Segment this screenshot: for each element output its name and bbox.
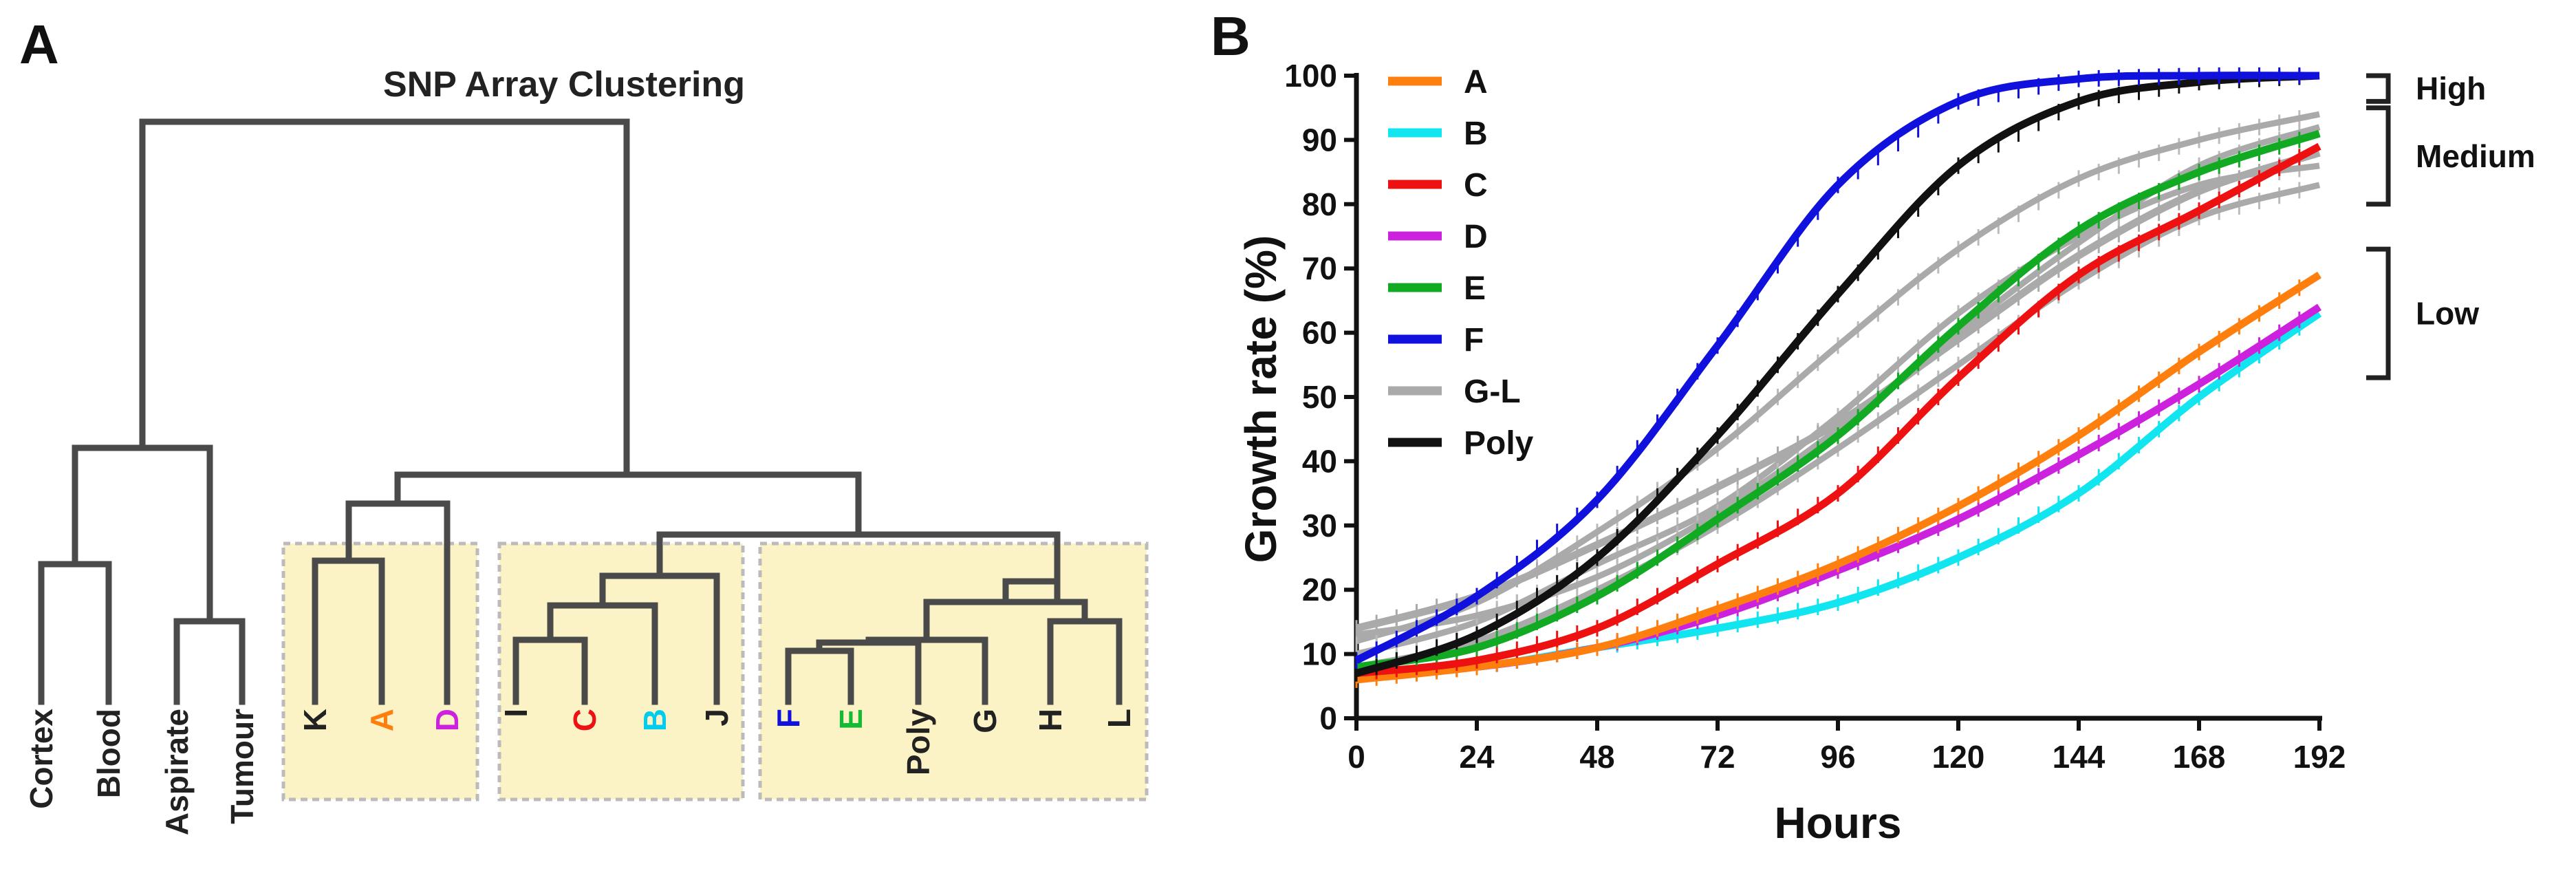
leaf-label-j: J	[699, 709, 735, 727]
dendrogram-leaf-labels: Cortex Blood Aspirate Tumour K A D I C B J F E Poly G H…	[23, 709, 1137, 835]
growth-chart: 0 10 20 30 40 50 60 70 80 90 100 0 24 48 72 96 120 144 168…	[1284, 58, 2535, 775]
leaf-label-i: I	[498, 709, 534, 718]
leaf-label-aspirate: Aspirate	[159, 709, 195, 835]
y-tick-label: 40	[1302, 443, 1337, 479]
y-axis-title: Growth rate (%)	[1236, 235, 1286, 563]
leaf-label-tumour: Tumour	[224, 709, 260, 824]
panel-b-letter: B	[1211, 6, 1251, 67]
y-tick-label: 90	[1302, 122, 1337, 158]
bracket-high	[2366, 73, 2391, 104]
dendrogram-tree	[38, 118, 1123, 705]
dendrogram-title: SNP Array Clustering	[383, 65, 745, 105]
legend-label-c: C	[1464, 167, 1488, 204]
y-tick-label: 10	[1302, 636, 1337, 672]
x-tick-label: 120	[1932, 739, 1985, 775]
leaf-label-k: K	[297, 709, 333, 731]
y-tick-label: 20	[1302, 572, 1337, 607]
series-line-a	[1356, 271, 2321, 684]
series-line-f	[1354, 72, 2320, 664]
legend-label-gl: G-L	[1464, 374, 1521, 410]
branch-cortex-blood	[38, 561, 112, 705]
panel-a-letter: A	[19, 14, 59, 75]
leaf-label-e: E	[833, 709, 869, 730]
y-tick-label: 60	[1302, 315, 1337, 351]
y-tick-label: 70	[1302, 250, 1337, 286]
y-tick-label: 50	[1302, 379, 1337, 415]
leaf-label-h: H	[1032, 709, 1068, 731]
legend-label-f: F	[1464, 322, 1484, 358]
leaf-label-f: F	[770, 709, 806, 728]
leaf-label-b: B	[637, 709, 673, 731]
x-tick-label: 144	[2053, 739, 2106, 775]
x-tick-label: 168	[2173, 739, 2226, 775]
y-tick-label: 30	[1302, 508, 1337, 544]
bracket-label-low: Low	[2416, 296, 2479, 332]
leaf-label-a: A	[364, 709, 400, 731]
x-axis-title: Hours	[1775, 798, 1902, 848]
y-tick-label: 80	[1302, 186, 1337, 222]
x-tick-label: 24	[1459, 739, 1495, 775]
branch-aspirate-tumour	[173, 618, 246, 705]
legend-label-d: D	[1464, 219, 1488, 255]
leaf-label-c: C	[567, 709, 603, 731]
chart-series-lines	[1354, 67, 2322, 688]
bracket-low	[2366, 246, 2391, 380]
leaf-label-g: G	[967, 709, 1003, 733]
x-tick-label: 192	[2293, 739, 2346, 775]
leaf-label-blood: Blood	[91, 709, 127, 798]
leaf-label-poly: Poly	[900, 709, 936, 776]
legend-label-poly: Poly	[1464, 425, 1534, 462]
gray-extra-line-2	[1356, 182, 2321, 670]
branch-kad-rest	[394, 471, 862, 538]
x-tick-label: 72	[1700, 739, 1735, 775]
legend-label-e: E	[1464, 270, 1486, 307]
series-line-c	[1356, 142, 2321, 678]
cluster-box-3	[758, 541, 1149, 802]
branch-root	[139, 118, 630, 478]
legend-label-b: B	[1464, 116, 1488, 152]
branch-left-group	[72, 444, 213, 625]
leaf-label-cortex: Cortex	[23, 709, 59, 809]
series-line-poly	[1355, 72, 2320, 677]
x-tick-label: 48	[1579, 739, 1614, 775]
y-tick-label: 0	[1319, 700, 1337, 736]
x-tick-label: 0	[1347, 739, 1365, 775]
bracket-label-high: High	[2416, 71, 2486, 107]
bracket-label-medium: Medium	[2416, 138, 2535, 174]
cluster-box-2	[497, 541, 745, 802]
branch-right-sub	[1002, 578, 1061, 605]
bracket-medium	[2366, 105, 2391, 207]
series-line-gl	[1355, 149, 2321, 632]
legend-label-a: A	[1464, 64, 1488, 100]
series-line-e	[1356, 129, 2321, 671]
leaf-label-d: D	[429, 709, 465, 731]
y-tick-label: 100	[1284, 58, 1337, 94]
chart-tick-labels: 0 10 20 30 40 50 60 70 80 90 100 0 24 48 72 96 120 144 168…	[1284, 58, 2346, 775]
x-tick-label: 96	[1820, 739, 1855, 775]
growth-category-brackets: High Medium Low	[2366, 71, 2535, 380]
leaf-label-l: L	[1101, 709, 1137, 728]
